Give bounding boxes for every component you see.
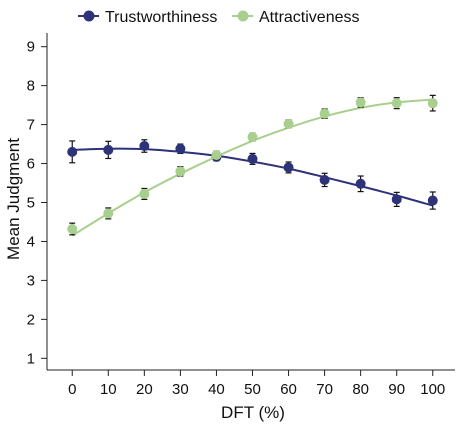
- legend-label: Trustworthiness: [105, 9, 217, 26]
- data-point: [247, 153, 258, 164]
- x-tick-label: 30: [172, 381, 189, 398]
- data-point: [355, 97, 366, 108]
- x-tick-label: 70: [316, 381, 333, 398]
- data-point: [391, 98, 402, 109]
- data-point: [427, 98, 438, 109]
- x-tick-label: 0: [68, 381, 76, 398]
- data-point: [103, 144, 114, 155]
- data-point: [247, 132, 258, 143]
- legend-item-attractiveness: Attractiveness: [232, 9, 359, 26]
- x-tick-label: 50: [244, 381, 261, 398]
- x-tick-label: 20: [136, 381, 153, 398]
- legend-item-trustworthiness: Trustworthiness: [78, 9, 217, 26]
- x-tick-label: 90: [388, 381, 405, 398]
- data-point: [67, 223, 78, 234]
- y-tick-label: 7: [27, 117, 35, 134]
- data-point: [427, 195, 438, 206]
- y-tick-label: 5: [27, 195, 35, 212]
- y-tick-label: 2: [27, 311, 35, 328]
- y-tick-label: 3: [27, 272, 35, 289]
- data-point: [139, 188, 150, 199]
- data-point: [175, 143, 186, 154]
- y-tick-label: 9: [27, 39, 35, 56]
- fit-line: [71, 98, 433, 237]
- data-point: [355, 178, 366, 189]
- data-point: [67, 146, 78, 157]
- x-tick-label: 40: [208, 381, 225, 398]
- data-point: [319, 174, 330, 185]
- y-tick-label: 6: [27, 156, 35, 173]
- data-point: [283, 162, 294, 173]
- legend: Trustworthiness Attractiveness: [78, 9, 359, 26]
- legend-marker: [83, 10, 95, 22]
- y-axis-title: Mean Judgment: [4, 138, 23, 260]
- x-tick-label: 60: [280, 381, 297, 398]
- series-attractiveness: [67, 94, 438, 237]
- y-tick-label: 4: [27, 233, 35, 250]
- data-point: [211, 149, 222, 160]
- x-axis-title: DFT (%): [221, 403, 285, 422]
- series-layer: [67, 94, 438, 237]
- x-tick-label: 10: [100, 381, 117, 398]
- data-point: [319, 108, 330, 119]
- y-tick-label: 1: [27, 350, 35, 367]
- y-tick-label: 8: [27, 78, 35, 95]
- x-tick-label: 80: [352, 381, 369, 398]
- data-point: [139, 141, 150, 152]
- legend-label: Attractiveness: [259, 9, 359, 26]
- series-trustworthiness: [67, 139, 438, 210]
- legend-marker: [237, 10, 249, 22]
- data-point: [391, 194, 402, 205]
- data-point: [175, 166, 186, 177]
- data-point: [103, 208, 114, 219]
- x-tick-label: 100: [420, 381, 445, 398]
- data-point: [283, 118, 294, 129]
